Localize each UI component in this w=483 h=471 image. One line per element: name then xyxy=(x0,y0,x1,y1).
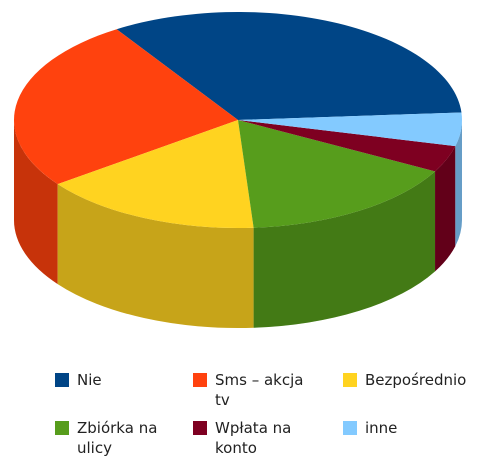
legend-swatch xyxy=(343,421,357,435)
legend-label: Nie xyxy=(77,371,102,389)
legend-label: inne xyxy=(365,419,398,437)
legend-item: Sms – akcja tv xyxy=(193,370,343,410)
pie-side-shade xyxy=(253,171,436,328)
pie-side xyxy=(455,120,462,247)
pie-side-shade xyxy=(455,120,462,247)
legend-item: inne xyxy=(343,418,473,458)
legend: Nie Sms – akcja tv Bezpośrednio Zbiórka na … xyxy=(55,370,475,458)
pie-slice xyxy=(238,120,436,228)
legend-item: Wpłata na konto xyxy=(193,418,343,458)
legend-swatch xyxy=(55,421,69,435)
legend-swatch xyxy=(193,373,207,387)
pie-slice xyxy=(238,112,462,147)
pie-side xyxy=(253,171,436,328)
pie-slice xyxy=(13,29,239,185)
legend-item: Nie xyxy=(55,370,193,410)
chart xyxy=(13,11,462,328)
legend-swatch xyxy=(193,421,207,435)
pie-slice xyxy=(57,120,254,228)
pie-side xyxy=(57,184,254,328)
pie-side-shade xyxy=(14,120,58,285)
legend-swatch xyxy=(55,373,69,387)
pie-side-shade xyxy=(57,184,254,328)
legend-label: Sms – akcja tv xyxy=(215,371,304,409)
pie-side xyxy=(14,120,58,285)
pie-slice xyxy=(116,11,462,120)
pie-side-shade xyxy=(435,146,456,272)
legend-label: Zbiórka na ulicy xyxy=(77,419,158,457)
legend-item: Zbiórka na ulicy xyxy=(55,418,193,458)
legend-swatch xyxy=(343,373,357,387)
legend-label: Bezpośrednio xyxy=(365,371,467,389)
pie-side xyxy=(435,146,456,272)
legend-item: Bezpośrednio xyxy=(343,370,473,410)
pie-slice xyxy=(238,120,456,172)
legend-label: Wpłata na konto xyxy=(215,419,292,457)
